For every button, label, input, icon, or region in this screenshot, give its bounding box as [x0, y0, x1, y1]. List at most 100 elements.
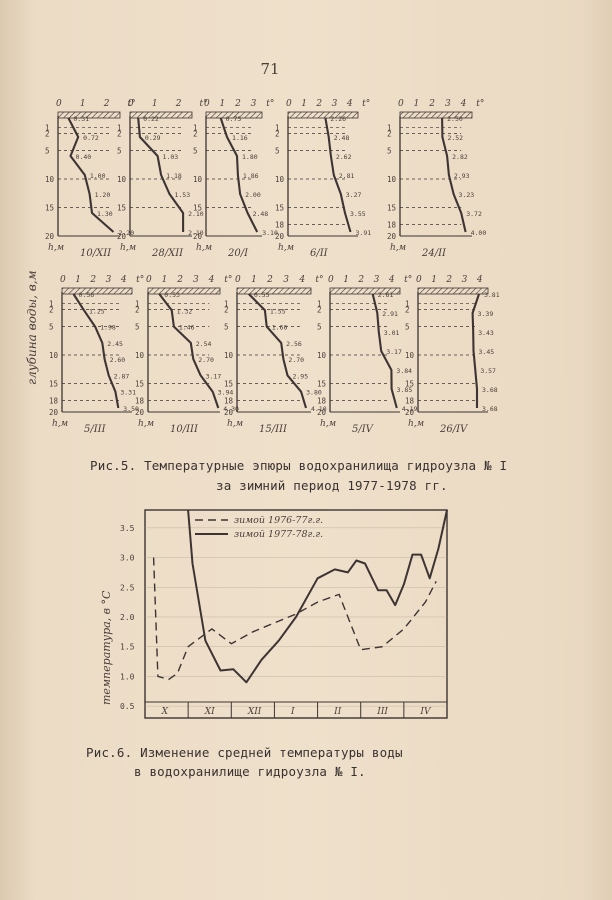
profile-depth-tick: 10: [135, 351, 145, 360]
profile-curve: [158, 293, 220, 409]
y-tick-label: 2.5: [120, 583, 135, 592]
profile-date-label: 5/IV: [352, 424, 375, 435]
profile-depth-tick: 18: [317, 397, 327, 406]
profile-temp-tick: t°: [315, 275, 323, 285]
profile-temp-tick: 0: [286, 99, 292, 109]
profile-depth-tick: 1: [49, 300, 54, 309]
profile-depth-tick: 5: [275, 147, 280, 156]
ice-layer: [61, 287, 133, 295]
profile-temp-value: 2.10: [188, 229, 204, 237]
profile-depth-tick: 18: [49, 397, 59, 406]
profile-2: 0 1 2 t°1251015200.220.291.031.181.532.102.…: [117, 99, 208, 259]
profile-temp-value: 1.20: [95, 191, 111, 199]
profile-temp-value: 1.53: [174, 191, 190, 199]
profile-temp-tick: 1: [80, 99, 86, 109]
profile-temp-tick: 2: [234, 99, 241, 109]
profile-temp-value: 2.87: [114, 372, 130, 380]
profile-temp-tick: 1: [162, 275, 168, 285]
profile-temp-tick: 0: [56, 99, 62, 109]
profile-temp-value: 3.10: [262, 229, 278, 237]
profile-4: 0 1 2 3 4 t°125101518202.262.482.622.813.273.…: [275, 99, 371, 259]
profile-temp-value: 1.32: [177, 307, 193, 315]
profile-date-label: 28/XII: [151, 248, 184, 259]
profile-depth-tick: 2: [135, 305, 140, 314]
profile-8: 0 1 2 3 4 t°125101518200.551.551.662.562.702.…: [224, 275, 327, 435]
profile-temp-tick: t°: [200, 99, 208, 109]
profile-temp-tick: 4: [476, 275, 483, 285]
profile-depth-tick: 5: [193, 147, 198, 156]
profile-temp-tick: 2: [445, 275, 452, 285]
profile-depth-tick: 5: [405, 323, 410, 332]
profile-temp-tick: t°: [136, 275, 144, 285]
profile-temp-tick: 4: [120, 275, 127, 285]
profile-5: 0 1 2 3 4 t°125101518202.502.522.822.933.233.…: [387, 99, 486, 259]
figure-5-y-axis-label: глубина воды, в,м: [25, 270, 39, 385]
series-line-1: [152, 557, 437, 681]
profile-temp-value: 2.70: [288, 356, 304, 364]
profile-date-label: 26/IV: [439, 424, 469, 435]
profile-7: 0 1 2 3 4 t°125101518200.531.321.462.542.703.…: [135, 275, 239, 435]
profile-temp-value: 1.03: [163, 153, 179, 161]
profile-depth-tick: 5: [387, 147, 392, 156]
profile-depth-tick: 5: [317, 323, 322, 332]
profile-depth-tick: 2: [117, 129, 122, 138]
profile-depth-tick: 20: [135, 408, 145, 417]
profile-depth-tick: 5: [49, 323, 54, 332]
profile-9: 0 1 2 3 4 t°125101518202.612.913.013.173.843.…: [317, 275, 418, 435]
series-line-2: [187, 509, 448, 684]
legend-label-1: зимой 1976-77г.г.: [234, 515, 323, 526]
profile-curve: [219, 117, 259, 233]
ice-layer: [236, 287, 312, 295]
profile-date-label: 10/III: [170, 424, 199, 435]
ice-layer: [329, 287, 401, 295]
profile-temp-tick: t°: [476, 99, 484, 109]
profile-temp-tick: 1: [343, 275, 349, 285]
profile-temp-value: 4.19: [402, 405, 418, 413]
profile-depth-tick: 1: [117, 124, 122, 133]
profile-curve: [248, 293, 308, 409]
profile-depth-tick: 20: [193, 232, 203, 241]
profile-depth-tick: 15: [117, 204, 126, 213]
profile-temp-tick: 4: [460, 99, 467, 109]
profile-temp-tick: 2: [357, 275, 364, 285]
chart-frame: [144, 509, 448, 719]
profile-temp-tick: 4: [346, 99, 353, 109]
profile-temp-value: 3.68: [482, 405, 498, 413]
profile-depth-tick: 1: [275, 124, 280, 133]
profile-depth-tick: 5: [224, 323, 229, 332]
profile-temp-tick: 0: [235, 275, 241, 285]
profile-temp-value: 1.66: [272, 324, 288, 332]
profile-temp-tick: 0: [398, 99, 404, 109]
profile-temp-tick: 0: [416, 275, 422, 285]
profile-temp-tick: 3: [332, 99, 338, 109]
profile-depth-label: h,м: [138, 419, 154, 429]
profile-temp-value: 0.55: [254, 291, 270, 299]
ice-layer: [205, 111, 263, 119]
profile-temp-tick: t°: [224, 275, 232, 285]
profile-temp-tick: 1: [220, 99, 226, 109]
x-tick-label: II: [333, 707, 342, 717]
profile-depth-tick: 20: [224, 408, 234, 417]
profile-temp-value: 2.54: [196, 340, 212, 348]
profile-temp-value: 0.72: [83, 134, 99, 142]
profile-temp-value: 1.55: [270, 307, 286, 315]
profile-depth-tick: 20: [405, 408, 415, 417]
x-tick-label: IV: [419, 707, 432, 717]
profile-temp-value: 2.95: [292, 372, 308, 380]
profile-temp-tick: 2: [89, 275, 96, 285]
profile-temp-tick: 0: [328, 275, 334, 285]
y-tick-label: 0.5: [120, 702, 135, 711]
profile-depth-label: h,м: [52, 419, 68, 429]
y-tick-label: 1.0: [120, 672, 135, 681]
profile-temp-tick: 2: [175, 99, 182, 109]
ice-layer: [57, 111, 121, 119]
profile-depth-tick: 10: [275, 175, 285, 184]
profile-temp-value: 2.91: [382, 310, 398, 318]
profile-temp-tick: 0: [128, 99, 134, 109]
profile-temp-value: 3.17: [386, 348, 402, 356]
ice-layer: [147, 287, 221, 295]
profile-temp-value: 3.80: [306, 389, 322, 397]
profile-depth-tick: 18: [405, 397, 415, 406]
y-tick-label: 1.5: [120, 643, 135, 652]
profile-temp-tick: 1: [414, 99, 420, 109]
